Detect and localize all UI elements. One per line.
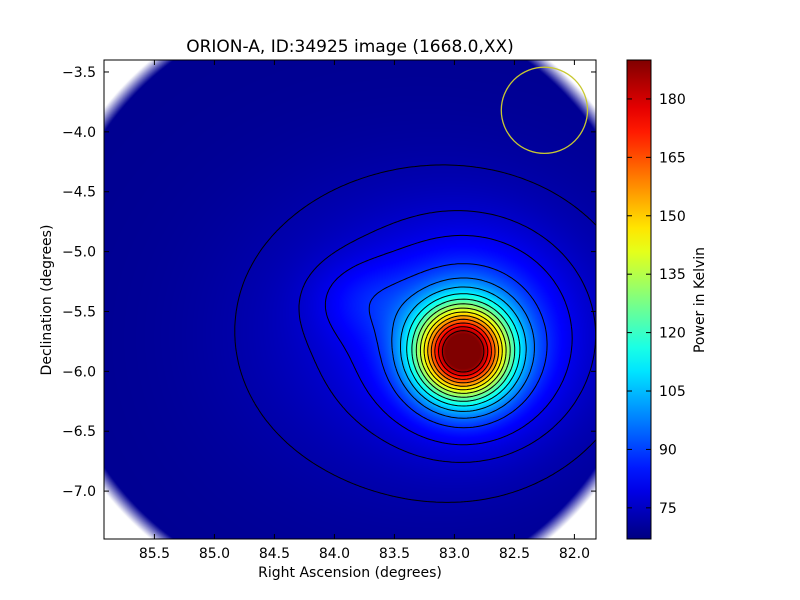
y-tick-label: −7.0 <box>62 484 96 500</box>
x-tick-label: 84.0 <box>319 546 350 562</box>
x-axis: 85.5 85.0 84.5 84.0 83.5 83.0 82.5 82.0 <box>139 60 590 562</box>
y-tick-label: −6.0 <box>62 364 96 380</box>
y-axis-label: Declination (degrees) <box>39 225 55 376</box>
colorbar-frame <box>626 59 652 540</box>
contour-level-160 <box>430 318 496 384</box>
y-tick-label: −5.5 <box>62 304 96 320</box>
y-tick-label: −4.5 <box>62 185 96 201</box>
contour-level-72 <box>234 164 596 503</box>
contour-level-112 <box>406 293 521 407</box>
colorbar: 75 90 105 120 135 150 165 180 Power in Kelvin <box>626 59 708 540</box>
contour-level-184 <box>441 330 485 373</box>
x-tick-label: 82.0 <box>559 546 590 562</box>
contour-level-176 <box>438 326 489 377</box>
contour-level-96 <box>391 277 535 419</box>
contour-level-76 <box>298 210 596 463</box>
x-tick-label: 83.0 <box>439 546 470 562</box>
colorbar-tick-label: 75 <box>659 501 677 517</box>
heatmap-image <box>104 60 596 539</box>
contour-level-80 <box>324 234 573 446</box>
y-tick-label: −3.5 <box>62 65 96 81</box>
contour-level-128 <box>415 303 511 398</box>
y-axis: −3.5 −4.0 −4.5 −5.0 −5.5 −6.0 −6.5 −7.0 <box>62 65 596 500</box>
contour-level-104 <box>400 286 527 412</box>
colorbar-tick-label: 150 <box>659 209 686 225</box>
x-axis-label: Right Ascension (degrees) <box>258 565 442 581</box>
contour-level-168 <box>434 322 492 380</box>
colorbar-fill <box>627 60 651 539</box>
contour-level-136 <box>419 307 507 394</box>
y-tick-label: −5.0 <box>62 245 96 261</box>
colorbar-ticks: 75 90 105 120 135 150 165 180 <box>627 92 686 517</box>
x-tick-label: 85.0 <box>199 546 230 562</box>
colorbar-tick-label: 120 <box>659 326 686 342</box>
x-tick-label: 82.5 <box>499 546 530 562</box>
colorbar-tick-label: 105 <box>659 384 686 400</box>
chart-title: ORION-A, ID:34925 image (1668.0,XX) <box>186 37 514 57</box>
contour-level-88 <box>368 263 548 429</box>
colorbar-tick-label: 180 <box>659 92 686 108</box>
y-tick-label: −6.5 <box>62 424 96 440</box>
contour-lines <box>234 164 596 503</box>
plot-frame <box>103 59 597 540</box>
x-tick-label: 84.5 <box>259 546 290 562</box>
x-tick-label: 83.5 <box>379 546 410 562</box>
colorbar-label: Power in Kelvin <box>692 247 708 353</box>
contour-level-152 <box>427 315 500 387</box>
colorbar-tick-label: 135 <box>659 267 686 283</box>
x-tick-label: 85.5 <box>139 546 170 562</box>
colorbar-tick-label: 90 <box>659 442 677 458</box>
plot-area <box>104 60 596 539</box>
beam-circle <box>500 66 589 155</box>
y-tick-label: −4.0 <box>62 125 96 141</box>
contour-level-144 <box>423 311 503 391</box>
colorbar-tick-label: 165 <box>659 150 686 166</box>
contour-level-120 <box>411 298 516 402</box>
